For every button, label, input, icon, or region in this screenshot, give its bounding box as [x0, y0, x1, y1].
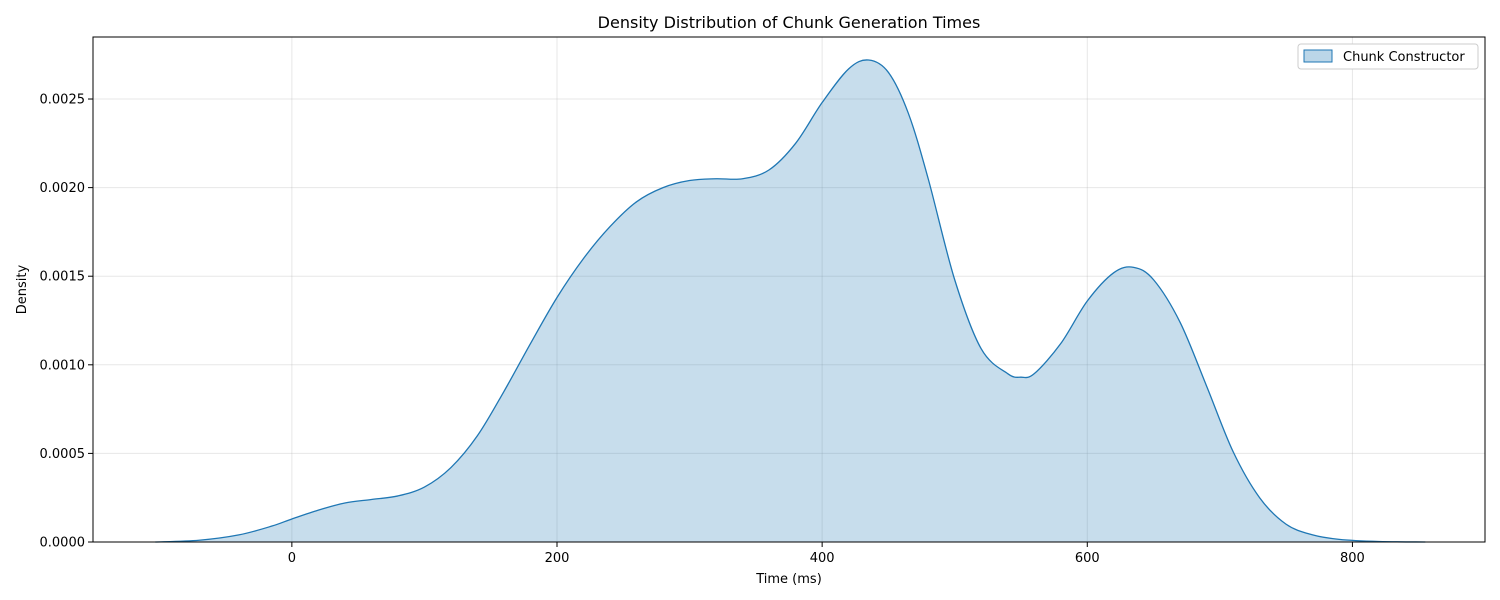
y-axis-label: Density	[15, 264, 30, 314]
x-tick-label: 800	[1340, 551, 1365, 566]
y-tick-label: 0.0025	[40, 93, 86, 108]
density-line	[155, 59, 1426, 543]
x-tick-label: 200	[545, 551, 570, 566]
y-tick-label: 0.0010	[40, 358, 86, 373]
x-tick-label: 400	[810, 551, 835, 566]
legend-box	[1297, 43, 1479, 70]
chart-title: Density Distribution of Chunk Generation…	[598, 13, 981, 32]
y-axis-ticks: 0.0000 0.0005 0.0010 0.0015 0.0020 0.0025	[40, 93, 93, 551]
y-tick-label: 0.0005	[40, 447, 86, 462]
y-tick-label: 0.0000	[40, 536, 86, 551]
legend: Chunk Constructor	[1297, 43, 1479, 70]
x-tick-label: 0	[288, 551, 296, 566]
x-axis-ticks: 0 200 400 600 800	[288, 542, 1365, 566]
density-area-fill	[155, 59, 1426, 542]
y-tick-label: 0.0020	[40, 181, 86, 196]
x-tick-label: 600	[1075, 551, 1100, 566]
plot-frame	[92, 36, 1486, 543]
legend-swatch	[1303, 49, 1333, 63]
legend-label: Chunk Constructor	[1343, 50, 1465, 65]
x-axis-label: Time (ms)	[755, 572, 822, 587]
y-tick-label: 0.0015	[40, 270, 86, 285]
